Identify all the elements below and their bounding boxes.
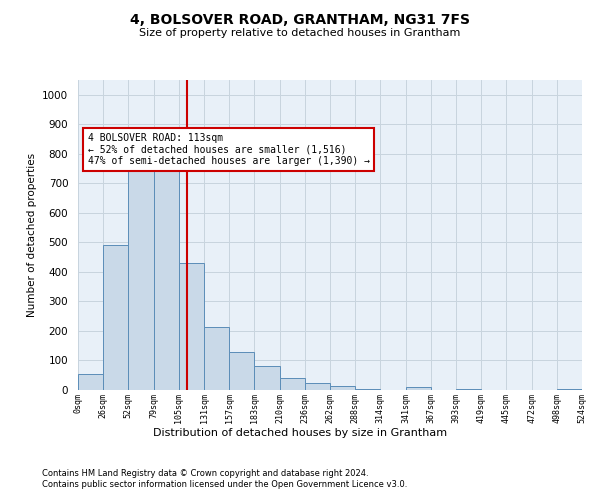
- Bar: [128, 166, 154, 390]
- Bar: [179, 263, 204, 390]
- Text: Size of property relative to detached houses in Grantham: Size of property relative to detached ho…: [139, 28, 461, 38]
- Bar: [78, 374, 103, 390]
- Text: Contains HM Land Registry data © Crown copyright and database right 2024.: Contains HM Land Registry data © Crown c…: [42, 468, 368, 477]
- Bar: [254, 366, 280, 390]
- Bar: [154, 154, 179, 390]
- Bar: [330, 386, 355, 390]
- Bar: [406, 387, 431, 390]
- Bar: [305, 382, 330, 390]
- Bar: [557, 388, 582, 390]
- Bar: [229, 352, 254, 390]
- Bar: [456, 388, 481, 390]
- Bar: [280, 378, 305, 390]
- Bar: [103, 246, 128, 390]
- Text: 4 BOLSOVER ROAD: 113sqm
← 52% of detached houses are smaller (1,516)
47% of semi: 4 BOLSOVER ROAD: 113sqm ← 52% of detache…: [88, 133, 370, 166]
- Text: Distribution of detached houses by size in Grantham: Distribution of detached houses by size …: [153, 428, 447, 438]
- Text: Contains public sector information licensed under the Open Government Licence v3: Contains public sector information licen…: [42, 480, 407, 489]
- Bar: [355, 388, 380, 390]
- Bar: [204, 326, 229, 390]
- Y-axis label: Number of detached properties: Number of detached properties: [26, 153, 37, 317]
- Text: 4, BOLSOVER ROAD, GRANTHAM, NG31 7FS: 4, BOLSOVER ROAD, GRANTHAM, NG31 7FS: [130, 12, 470, 26]
